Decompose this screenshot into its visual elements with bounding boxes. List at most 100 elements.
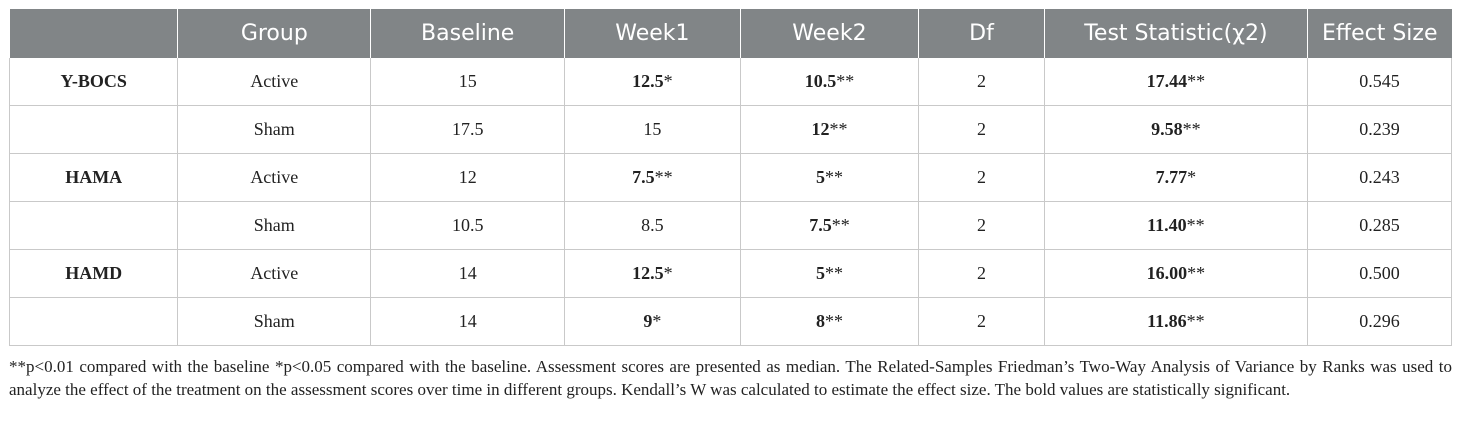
week1-cell: 7.5** [564,153,741,202]
results-table: Group Baseline Week1 Week2 Df Test Stati… [8,9,1452,346]
scale-cell [8,297,178,346]
table-row: HAMA Active 12 7.5** 5** 2 7.77* 0.243 [8,153,1452,202]
header-cell: Effect Size [1307,9,1452,58]
test-statistic-cell: 17.44** [1043,58,1308,106]
week2-cell: 5** [739,249,919,298]
test-statistic-cell: 11.86** [1043,297,1308,346]
week2-cell: 8** [739,297,919,346]
week2-cell: 12** [739,105,919,154]
results-table-container: Group Baseline Week1 Week2 Df Test Stati… [8,9,1452,346]
test-statistic-cell: 9.58** [1043,105,1308,154]
week1-value: 9 [643,311,653,331]
effect-size-cell: 0.500 [1307,249,1452,298]
header-cell: Week2 [740,9,920,58]
group-cell: Sham [177,297,371,346]
significance-mark: * [663,71,673,91]
week2-value: 10.5 [804,71,837,91]
df-cell: 2 [918,153,1045,202]
header-cell [9,9,179,58]
df-cell: 2 [918,105,1045,154]
significance-mark: ** [1187,263,1206,283]
baseline-cell: 14 [370,249,565,298]
effect-size-cell: 0.243 [1307,153,1452,202]
week1-cell: 9* [564,297,741,346]
week2-cell: 7.5** [739,201,919,250]
week1-cell: 12.5* [564,58,741,106]
baseline-cell: 10.5 [370,201,565,250]
group-cell: Sham [177,105,371,154]
significance-mark: ** [831,215,850,235]
test-statistic-cell: 16.00** [1043,249,1308,298]
header-cell: Group [177,9,372,58]
scale-cell: Y-BOCS [8,58,178,106]
table-row: HAMD Active 14 12.5* 5** 2 16.00** 0.500 [8,249,1452,298]
test-statistic-value: 11.40 [1147,215,1187,235]
significance-mark: ** [824,311,843,331]
week2-value: 8 [815,311,825,331]
scale-cell [8,105,178,154]
header-cell: Df [918,9,1045,58]
group-cell: Active [177,58,371,106]
baseline-cell: 17.5 [370,105,565,154]
header-cell: Week1 [564,9,741,58]
table-header-row: Group Baseline Week1 Week2 Df Test Stati… [9,9,1452,58]
effect-size-cell: 0.545 [1307,58,1452,106]
significance-mark: ** [824,263,843,283]
df-cell: 2 [918,58,1045,106]
week1-value: 8.5 [641,215,664,235]
df-cell: 2 [918,297,1045,346]
df-cell: 2 [918,249,1045,298]
group-cell: Active [177,249,371,298]
table-footnote: **p<0.01 compared with the baseline *p<0… [9,357,1452,399]
table-row: Sham 17.5 15 12** 2 9.58** 0.239 [8,105,1452,154]
test-statistic-cell: 11.40** [1043,201,1308,250]
week2-value: 5 [815,263,825,283]
group-cell: Sham [177,201,371,250]
significance-mark: ** [836,71,855,91]
significance-mark: * [1187,167,1197,187]
scale-cell: HAMD [8,249,178,298]
week2-value: 7.5 [809,215,832,235]
significance-mark: ** [824,167,843,187]
scale-cell [8,201,178,250]
significance-mark: ** [1186,311,1205,331]
test-statistic-value: 11.86 [1147,311,1187,331]
significance-mark: * [652,311,662,331]
week1-value: 15 [643,119,662,139]
scale-cell: HAMA [8,153,178,202]
significance-mark: ** [654,167,673,187]
header-cell: Test Statistic(χ2) [1044,9,1309,58]
significance-mark: ** [1186,215,1205,235]
table-row: Sham 10.5 8.5 7.5** 2 11.40** 0.285 [8,201,1452,250]
week2-cell: 5** [739,153,919,202]
test-statistic-value: 16.00 [1146,263,1188,283]
week2-value: 5 [815,167,825,187]
significance-mark: ** [829,119,848,139]
table-row: Y-BOCS Active 15 12.5* 10.5** 2 17.44** … [8,58,1452,106]
week1-value: 12.5 [632,263,664,283]
week1-value: 7.5 [632,167,655,187]
test-statistic-value: 9.58 [1151,119,1183,139]
week1-cell: 15 [564,105,741,154]
baseline-cell: 12 [370,153,565,202]
week1-cell: 12.5* [564,249,741,298]
table-row: Sham 14 9* 8** 2 11.86** 0.296 [8,297,1452,346]
effect-size-cell: 0.296 [1307,297,1452,346]
week2-cell: 10.5** [739,58,919,106]
test-statistic-value: 7.77 [1155,167,1188,187]
header-cell: Baseline [370,9,566,58]
week1-cell: 8.5 [564,201,741,250]
test-statistic-cell: 7.77* [1043,153,1308,202]
df-cell: 2 [918,201,1045,250]
baseline-cell: 15 [370,58,565,106]
baseline-cell: 14 [370,297,565,346]
significance-mark: ** [1187,71,1206,91]
week1-value: 12.5 [632,71,664,91]
significance-mark: * [663,263,673,283]
significance-mark: ** [1182,119,1201,139]
effect-size-cell: 0.239 [1307,105,1452,154]
test-statistic-value: 17.44 [1146,71,1188,91]
effect-size-cell: 0.285 [1307,201,1452,250]
group-cell: Active [177,153,371,202]
week2-value: 12 [811,119,830,139]
